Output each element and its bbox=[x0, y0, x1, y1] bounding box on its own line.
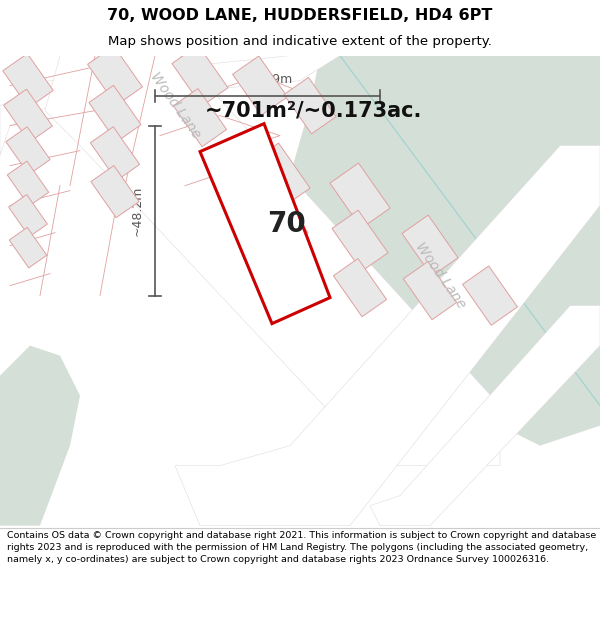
Polygon shape bbox=[8, 194, 47, 237]
Polygon shape bbox=[0, 56, 340, 156]
Polygon shape bbox=[91, 166, 139, 217]
Polygon shape bbox=[175, 146, 600, 526]
Polygon shape bbox=[88, 46, 142, 105]
Polygon shape bbox=[6, 127, 50, 174]
Polygon shape bbox=[370, 306, 600, 526]
Text: Contains OS data © Crown copyright and database right 2021. This information is : Contains OS data © Crown copyright and d… bbox=[7, 531, 596, 564]
Polygon shape bbox=[252, 190, 308, 251]
Polygon shape bbox=[403, 261, 457, 320]
Polygon shape bbox=[332, 210, 388, 271]
Text: Wood Lane: Wood Lane bbox=[412, 240, 468, 311]
Polygon shape bbox=[9, 228, 47, 268]
Polygon shape bbox=[173, 89, 227, 147]
Polygon shape bbox=[91, 127, 140, 181]
Polygon shape bbox=[463, 266, 517, 325]
Polygon shape bbox=[89, 86, 141, 142]
Polygon shape bbox=[4, 89, 52, 142]
Text: Map shows position and indicative extent of the property.: Map shows position and indicative extent… bbox=[108, 35, 492, 48]
Text: 70, WOOD LANE, HUDDERSFIELD, HD4 6PT: 70, WOOD LANE, HUDDERSFIELD, HD4 6PT bbox=[107, 8, 493, 23]
Polygon shape bbox=[290, 56, 600, 446]
Polygon shape bbox=[330, 163, 390, 228]
Polygon shape bbox=[172, 45, 228, 106]
Text: ~48.2m: ~48.2m bbox=[131, 186, 143, 236]
Polygon shape bbox=[3, 54, 53, 107]
Polygon shape bbox=[402, 215, 458, 276]
Polygon shape bbox=[284, 78, 336, 134]
Polygon shape bbox=[233, 56, 287, 115]
Polygon shape bbox=[45, 56, 500, 466]
Polygon shape bbox=[334, 259, 386, 317]
Polygon shape bbox=[253, 239, 307, 297]
Text: ~701m²/~0.173ac.: ~701m²/~0.173ac. bbox=[205, 101, 422, 121]
Polygon shape bbox=[250, 143, 310, 208]
Text: ~41.9m: ~41.9m bbox=[242, 73, 293, 86]
Polygon shape bbox=[0, 346, 80, 526]
Text: Wood Lane: Wood Lane bbox=[147, 70, 203, 141]
Polygon shape bbox=[7, 161, 49, 206]
Polygon shape bbox=[200, 124, 330, 324]
Text: 70: 70 bbox=[267, 210, 306, 238]
